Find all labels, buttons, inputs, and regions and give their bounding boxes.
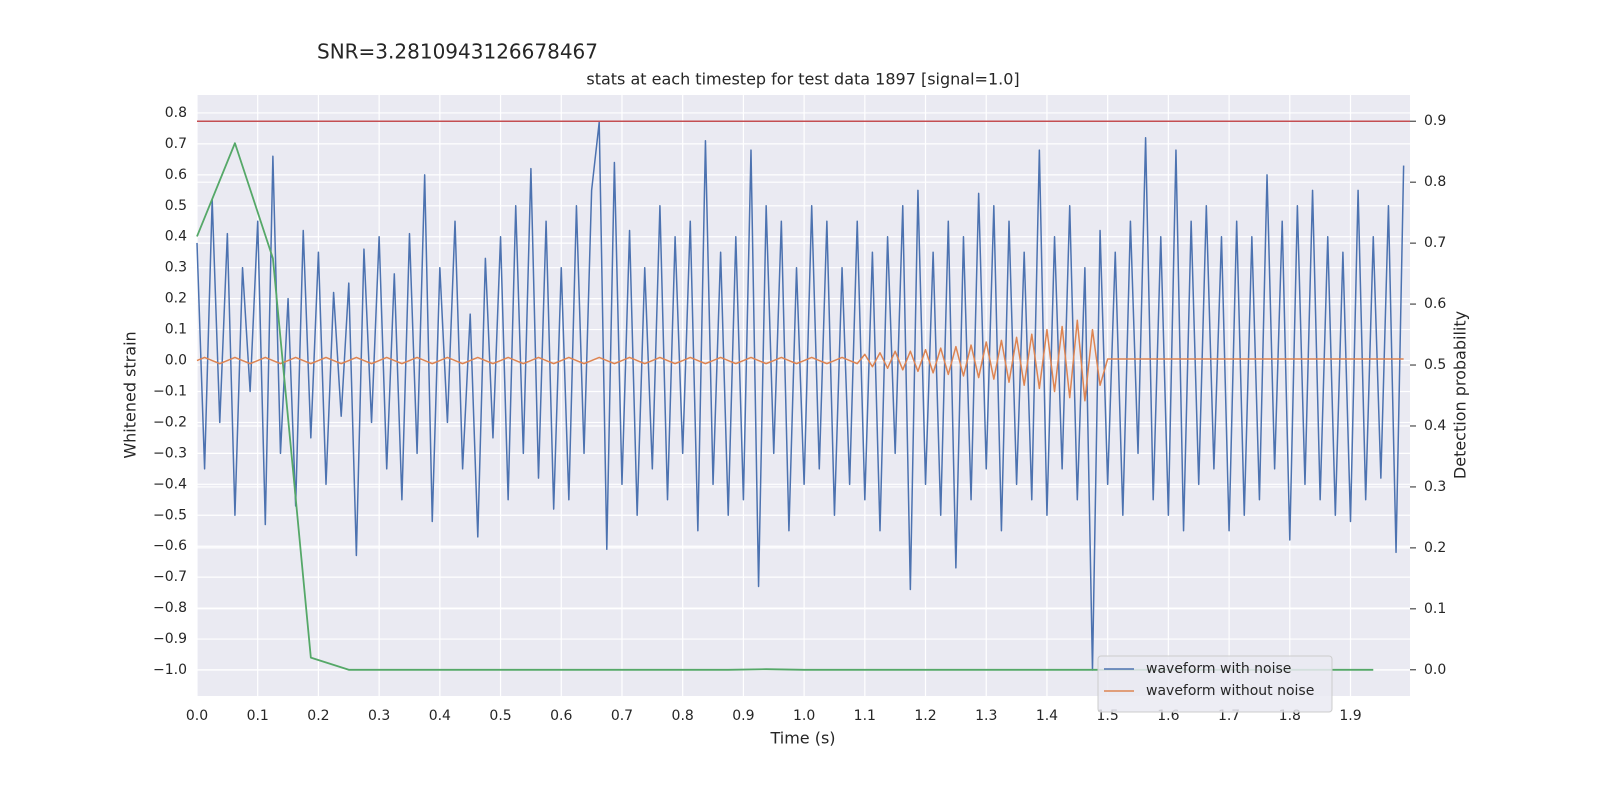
y-tick-label: −0.3 bbox=[153, 445, 187, 461]
y-tick-label: 0.3 bbox=[165, 260, 187, 276]
chart-title: stats at each timestep for test data 189… bbox=[586, 70, 1019, 89]
x-tick-label: 1.4 bbox=[1036, 708, 1058, 724]
y-tick-label: 0.6 bbox=[165, 167, 187, 183]
legend: waveform with noise waveform without nois… bbox=[1097, 655, 1333, 713]
y-tick-label: −0.4 bbox=[153, 476, 187, 492]
x-tick-label: 0.2 bbox=[307, 708, 329, 724]
y2-tick-label: 0.0 bbox=[1424, 662, 1446, 678]
y2-axis-label: Detection probability bbox=[1451, 311, 1470, 479]
x-tick-label: 1.0 bbox=[793, 708, 815, 724]
y-tick-label: 0.7 bbox=[165, 136, 187, 152]
y2-tick-label: 0.9 bbox=[1424, 113, 1446, 129]
x-tick-label: 0.9 bbox=[732, 708, 754, 724]
series-line bbox=[196, 319, 1404, 402]
y-tick-label: −0.9 bbox=[153, 631, 187, 647]
x-tick-label: 0.7 bbox=[611, 708, 633, 724]
plot-area bbox=[197, 95, 1410, 696]
y-tick-label: −0.7 bbox=[153, 569, 187, 585]
y-tick-label: −0.8 bbox=[153, 600, 187, 616]
y-tick-label: −0.6 bbox=[153, 538, 187, 554]
legend-label: waveform without noise bbox=[1146, 683, 1314, 699]
y2-tick-label: 0.2 bbox=[1424, 540, 1446, 556]
y-tick-label: 0.1 bbox=[165, 322, 187, 338]
x-tick-label: 1.2 bbox=[914, 708, 936, 724]
y2-tick-label: 0.4 bbox=[1424, 418, 1446, 434]
legend-label: waveform with noise bbox=[1146, 661, 1291, 677]
y-tick-label: 0.2 bbox=[165, 291, 187, 307]
y-tick-label: −0.5 bbox=[153, 507, 187, 523]
y-tick-label: −0.1 bbox=[153, 383, 187, 399]
x-tick-label: 0.6 bbox=[550, 708, 572, 724]
x-tick-label: 1.3 bbox=[975, 708, 997, 724]
y-tick-label: −0.2 bbox=[153, 414, 187, 430]
x-tick-label: 0.1 bbox=[247, 708, 269, 724]
x-tick-label: 0.4 bbox=[429, 708, 451, 724]
y-tick-label: 0.5 bbox=[165, 198, 187, 214]
series-line bbox=[196, 121, 1405, 671]
y2-tick-label: 0.5 bbox=[1424, 357, 1446, 373]
y2-tick-label: 0.7 bbox=[1424, 235, 1446, 251]
x-tick-label: 1.1 bbox=[854, 708, 876, 724]
x-tick-label: 1.9 bbox=[1339, 708, 1361, 724]
y-axis-label: Whitened strain bbox=[121, 331, 140, 458]
y2-tick-label: 0.3 bbox=[1424, 479, 1446, 495]
y2-tick-label: 0.1 bbox=[1424, 601, 1446, 617]
x-axis-label: Time (s) bbox=[769, 729, 835, 748]
y-tick-label: 0.0 bbox=[165, 353, 187, 369]
legend-box bbox=[1097, 655, 1333, 713]
y-tick-label: 0.8 bbox=[165, 105, 187, 121]
y-tick-label: −1.0 bbox=[153, 662, 187, 678]
x-tick-label: 0.0 bbox=[186, 708, 208, 724]
suptitle: SNR=3.2810943126678467 bbox=[317, 40, 598, 64]
x-tick-label: 0.3 bbox=[368, 708, 390, 724]
x-tick-label: 0.8 bbox=[672, 708, 694, 724]
y2-tick-label: 0.8 bbox=[1424, 174, 1446, 190]
x-tick-label: 0.5 bbox=[489, 708, 511, 724]
y2-tick-label: 0.6 bbox=[1424, 296, 1446, 312]
y-tick-label: 0.4 bbox=[165, 229, 187, 245]
